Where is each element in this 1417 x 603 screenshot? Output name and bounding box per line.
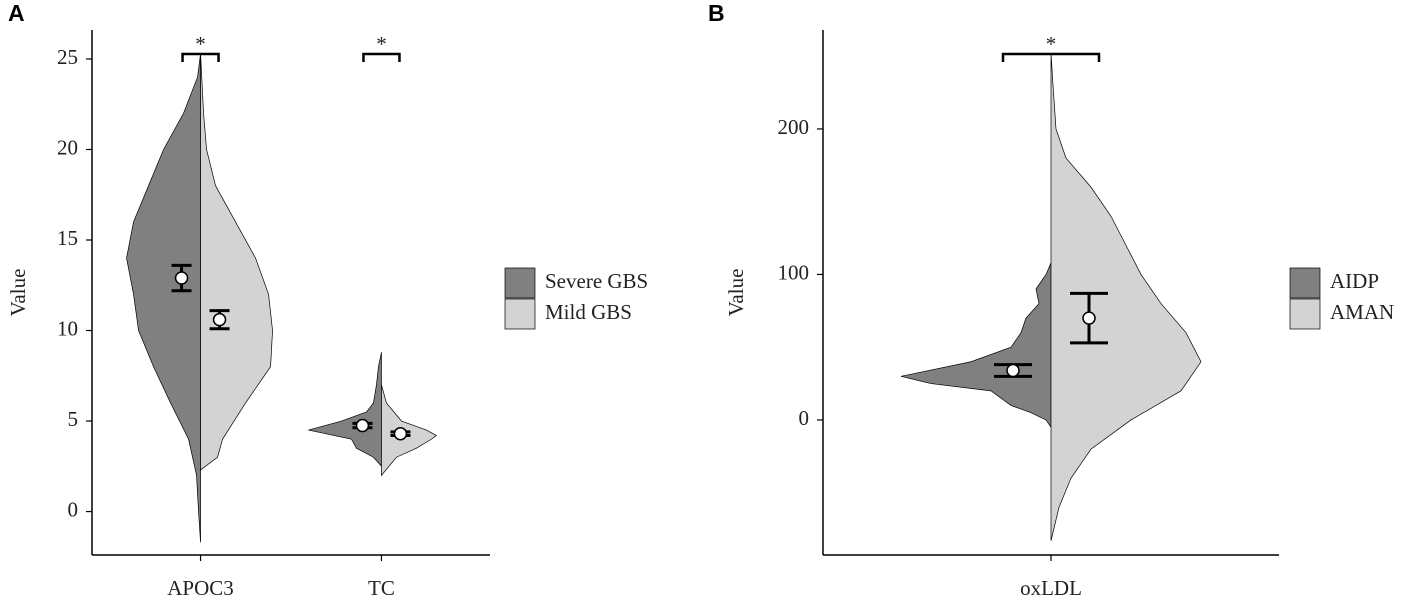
y-axis-label: Value	[6, 269, 30, 317]
panel-label: A	[8, 0, 25, 26]
mean-point	[174, 271, 189, 285]
legend-swatch	[1289, 267, 1321, 299]
y-tick-label: 20	[57, 135, 78, 159]
mean-point	[212, 312, 227, 327]
legend-label: Mild GBS	[545, 300, 632, 324]
legend-swatch	[504, 298, 536, 330]
y-tick-label: 200	[778, 115, 810, 139]
violin-half	[200, 53, 273, 471]
legend-label: AIDP	[1330, 269, 1379, 293]
significance-bracket	[362, 52, 401, 62]
y-tick-label: 100	[778, 260, 810, 284]
legend-label: AMAN	[1330, 300, 1394, 324]
mean-point	[1082, 311, 1096, 325]
significance-label: *	[376, 32, 387, 56]
mean-point	[393, 426, 408, 441]
y-tick-label: 25	[57, 45, 78, 69]
y-tick-label: 0	[68, 497, 79, 521]
violin-half	[126, 53, 201, 543]
chart-panel: B Value 0 100 200 oxLDL * AIDP AMAN	[708, 0, 1394, 600]
significance-bracket	[181, 52, 220, 62]
violin-half	[1050, 53, 1202, 541]
mean-point	[355, 418, 370, 433]
y-tick-label: 10	[57, 316, 78, 340]
panel-label: B	[708, 0, 725, 26]
y-tick-label: 0	[799, 406, 810, 430]
legend-swatch	[504, 267, 536, 299]
mean-point	[1006, 363, 1020, 378]
legend-swatch	[1289, 298, 1321, 330]
significance-label: *	[1046, 32, 1057, 56]
y-tick-label: 15	[57, 226, 78, 250]
x-tick-label: oxLDL	[1020, 576, 1082, 600]
significance-label: *	[195, 32, 206, 56]
x-tick-label: TC	[368, 576, 395, 600]
legend-label: Severe GBS	[545, 269, 648, 293]
y-tick-label: 5	[68, 407, 79, 431]
x-tick-label: APOC3	[167, 576, 234, 600]
chart-panel: A Value 0 5 10 15 20 25 APOC3 * TC * Severe GBS Mild …	[6, 0, 648, 600]
violin-half	[308, 352, 382, 468]
y-axis-label: Value	[724, 269, 748, 317]
violin-half	[900, 262, 1052, 429]
significance-bracket	[1001, 52, 1101, 62]
violin-half	[381, 384, 438, 477]
